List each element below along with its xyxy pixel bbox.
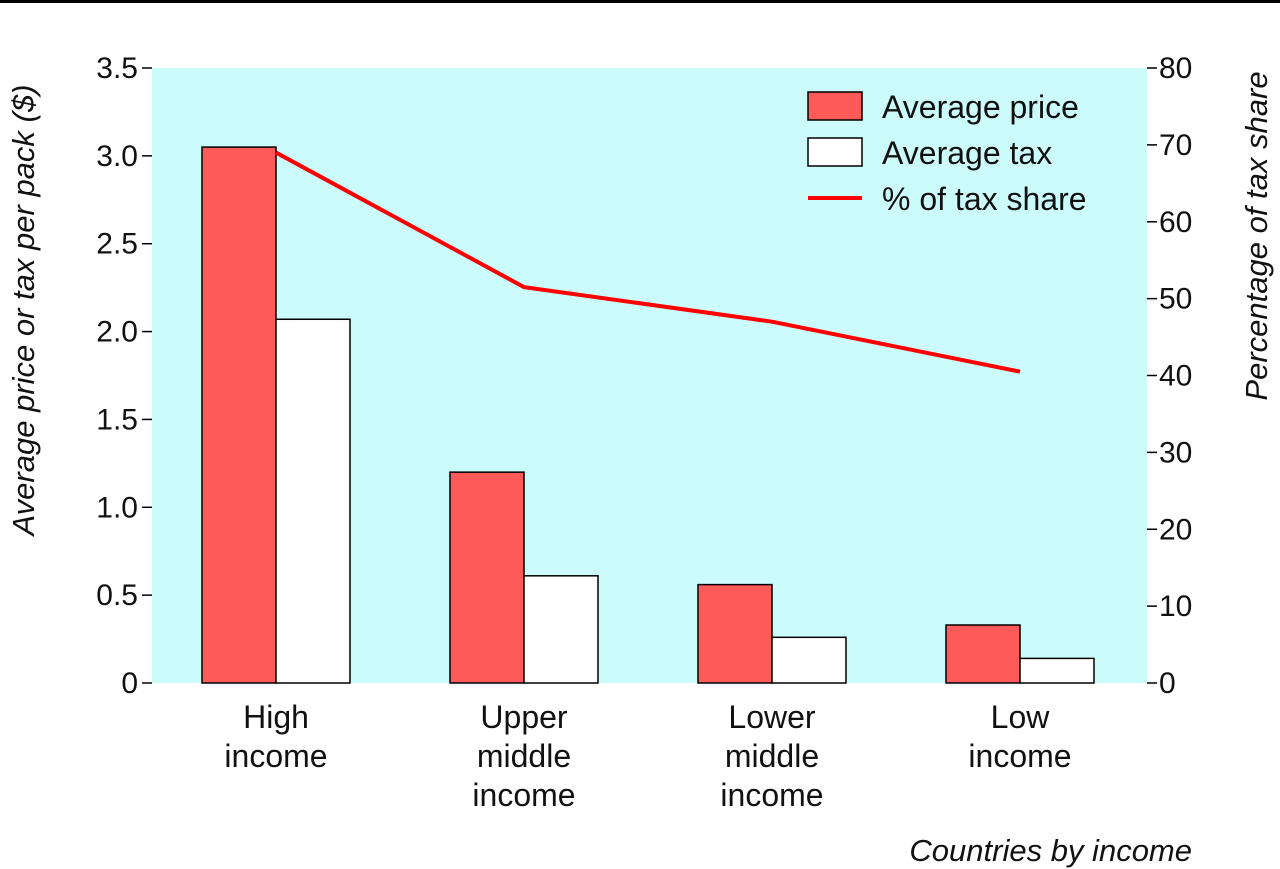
category-label-line: Low: [991, 699, 1051, 735]
y-tick-label: 2.0: [96, 316, 138, 349]
y-axis-title: Average price or tax per pack ($): [6, 85, 41, 538]
y2-tick-label: 70: [1159, 129, 1192, 162]
legend-label-tax-share: % of tax share: [882, 181, 1087, 217]
legend-label-average-price: Average price: [882, 89, 1079, 125]
y2-tick-label: 40: [1159, 360, 1192, 393]
bar-average-tax: [275, 318, 351, 684]
bar-average-price: [201, 146, 277, 684]
bar-average-price: [697, 583, 773, 684]
legend: Average price Average tax % of tax share: [807, 89, 1087, 217]
bars: [201, 146, 1095, 684]
y-tick-label: 3.5: [96, 52, 138, 85]
category-label-line: income: [968, 738, 1071, 774]
category-label-line: income: [224, 738, 327, 774]
tax-share-line: [275, 150, 1021, 374]
bar-average-tax: [771, 636, 847, 684]
right-axis: 0 10 20 30 40 50 60 70 80: [1147, 52, 1192, 700]
category-label: Low income: [968, 699, 1071, 774]
y2-tick-label: 30: [1159, 436, 1192, 469]
legend-swatch-average-price: [807, 91, 863, 121]
tax-share-line-layer: [275, 150, 1021, 374]
category-label-line: income: [720, 777, 823, 813]
category-label: Upper middle income: [472, 699, 575, 813]
y-tick-label: 0.5: [96, 579, 138, 612]
category-label-line: Lower: [728, 699, 816, 735]
category-label: High income: [224, 699, 327, 774]
category-label-line: income: [472, 777, 575, 813]
y-tick-label: 0: [121, 667, 138, 700]
y2-tick-label: 10: [1159, 590, 1192, 623]
y-tick-label: 3.0: [96, 140, 138, 173]
legend-label-average-tax: Average tax: [882, 135, 1052, 171]
category-label-line: middle: [477, 738, 571, 774]
y2-tick-label: 60: [1159, 206, 1192, 239]
category-label-line: Upper: [480, 699, 568, 735]
bar-average-price: [945, 624, 1021, 684]
y2-axis-title: Percentage of tax share: [1239, 71, 1274, 400]
bar-average-price: [449, 471, 525, 684]
y2-tick-label: 50: [1159, 283, 1192, 316]
y-tick-label: 1.0: [96, 491, 138, 524]
category-label: Lower middle income: [720, 699, 823, 813]
y-tick-label: 1.5: [96, 403, 138, 436]
x-axis-title: Countries by income: [909, 833, 1192, 868]
y2-tick-label: 20: [1159, 513, 1192, 546]
left-axis: 0 0.5 1.0 1.5 2.0 2.5 3.0 3.5: [96, 52, 152, 700]
y2-tick-label: 80: [1159, 52, 1192, 85]
category-label-line: middle: [725, 738, 819, 774]
bar-average-tax: [1019, 657, 1095, 684]
y-tick-label: 2.5: [96, 228, 138, 261]
category-label-line: High: [243, 699, 309, 735]
legend-swatch-average-tax: [807, 137, 863, 167]
bar-average-tax: [523, 575, 599, 684]
y2-tick-label: 0: [1159, 667, 1176, 700]
